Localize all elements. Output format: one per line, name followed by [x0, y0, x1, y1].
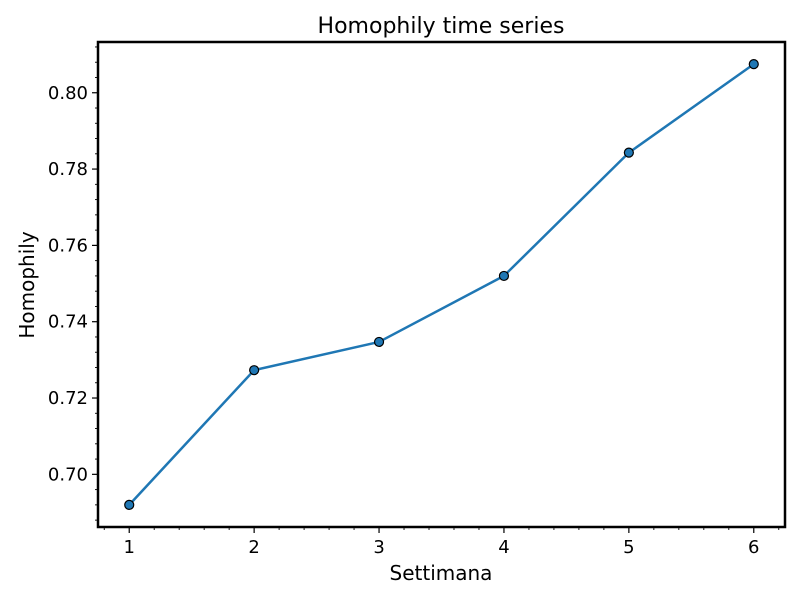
y-tick-label: 0.72 [48, 388, 88, 409]
y-tick-label: 0.76 [48, 235, 88, 256]
data-point [748, 59, 759, 70]
data-point [249, 365, 260, 376]
axis-ticks: 1 2 3 4 5 6 0.70 0.72 0.74 0.76 0.78 0.80 [48, 46, 780, 558]
x-tick-label: 1 [124, 537, 135, 558]
x-tick-label: 3 [373, 537, 384, 558]
y-tick-label: 0.70 [48, 464, 88, 485]
x-tick-label: 2 [248, 537, 259, 558]
y-tick-label: 0.74 [48, 312, 88, 333]
data-point [623, 147, 634, 158]
data-point [124, 499, 135, 510]
data-point [498, 270, 510, 282]
data-point [373, 336, 385, 348]
x-tick-label: 6 [748, 537, 759, 558]
chart-title: Homophily time series [318, 14, 565, 39]
plot-frame [96, 40, 787, 529]
x-axis-label: Settimana [390, 561, 493, 585]
plot-area [124, 59, 759, 510]
y-axis-label: Homophily [15, 231, 39, 338]
x-tick-label: 5 [623, 537, 634, 558]
series-line [128, 63, 755, 506]
y-tick-label: 0.78 [48, 159, 88, 180]
y-tick-label: 0.80 [48, 83, 88, 104]
x-tick-label: 4 [498, 537, 509, 558]
